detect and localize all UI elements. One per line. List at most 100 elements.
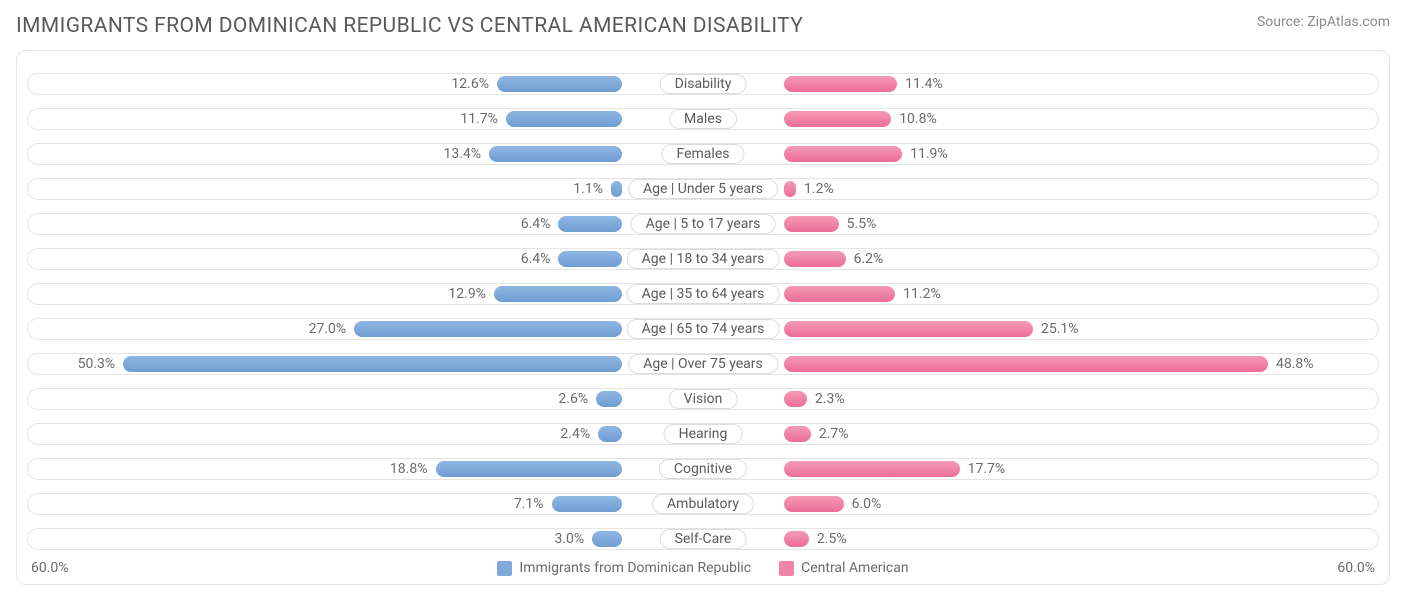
half-left: 18.8% <box>27 455 703 483</box>
half-right: 11.4% <box>703 70 1379 98</box>
bar-right <box>784 531 809 547</box>
half-right: 10.8% <box>703 105 1379 133</box>
legend-label-left: Immigrants from Dominican Republic <box>519 560 751 576</box>
value-label-right: 2.3% <box>815 391 845 407</box>
axis-max-left: 60.0% <box>31 560 69 576</box>
value-label-left: 11.7% <box>460 111 498 127</box>
half-right: 2.7% <box>703 420 1379 448</box>
half-right: 6.0% <box>703 490 1379 518</box>
half-right: 6.2% <box>703 245 1379 273</box>
value-label-left: 3.0% <box>554 531 584 547</box>
value-label-right: 11.2% <box>903 286 941 302</box>
bar-right <box>784 76 897 92</box>
value-label-right: 17.7% <box>968 461 1006 477</box>
half-right: 17.7% <box>703 455 1379 483</box>
value-label-right: 5.5% <box>847 216 877 232</box>
category-label: Cognitive <box>659 459 747 479</box>
bar-right <box>784 496 843 512</box>
half-left: 50.3% <box>27 350 703 378</box>
category-label: Females <box>662 144 745 164</box>
half-right: 2.3% <box>703 385 1379 413</box>
value-label-right: 6.2% <box>854 251 884 267</box>
chart-box: 12.6%11.4%Disability11.7%10.8%Males13.4%… <box>16 50 1390 585</box>
bar-right <box>784 391 807 407</box>
bar-right <box>784 111 891 127</box>
half-right: 11.2% <box>703 280 1379 308</box>
bar-left <box>611 181 622 197</box>
chart-row: 13.4% 11.9% Females <box>27 140 1379 168</box>
value-label-left: 18.8% <box>390 461 428 477</box>
category-label: Age | Under 5 years <box>628 179 778 199</box>
legend-label-right: Central American <box>801 560 908 576</box>
value-label-left: 6.4% <box>521 216 551 232</box>
half-left: 27.0% <box>27 315 703 343</box>
chart-row: 27.0% 25.1% Age | 65 to 74 years <box>27 315 1379 343</box>
value-label-right: 6.0% <box>852 496 882 512</box>
half-left: 6.4% <box>27 210 703 238</box>
half-right: 25.1% <box>703 315 1379 343</box>
value-label-right: 1.2% <box>804 181 834 197</box>
chart-row: 2.6% 2.3% Vision <box>27 385 1379 413</box>
half-left: 11.7% <box>27 105 703 133</box>
bar-left <box>497 76 622 92</box>
value-label-left: 27.0% <box>309 321 347 337</box>
bar-right <box>784 321 1033 337</box>
value-label-left: 2.6% <box>558 391 588 407</box>
value-label-left: 50.3% <box>78 356 116 372</box>
bar-right <box>784 181 796 197</box>
chart-row: 6.4%6.2%Age | 18 to 34 years <box>27 245 1379 273</box>
bar-left <box>596 391 622 407</box>
value-label-right: 48.8% <box>1276 356 1314 372</box>
half-right: 1.2% <box>703 175 1379 203</box>
category-label: Age | 35 to 64 years <box>627 284 780 304</box>
category-label: Age | 65 to 74 years <box>627 319 780 339</box>
bar-left <box>598 426 622 442</box>
value-label-right: 2.7% <box>819 426 849 442</box>
chart-row: 3.0%2.5%Self-Care <box>27 525 1379 553</box>
category-label: Vision <box>669 389 738 409</box>
bar-left <box>123 356 622 372</box>
bar-left <box>558 216 621 232</box>
value-label-left: 2.4% <box>560 426 590 442</box>
bar-right <box>784 426 811 442</box>
half-left: 13.4% <box>27 140 703 168</box>
chart-title: IMMIGRANTS FROM DOMINICAN REPUBLIC VS CE… <box>16 14 803 38</box>
bar-right <box>784 461 959 477</box>
bar-left <box>558 251 621 267</box>
category-label: Hearing <box>664 424 743 444</box>
chart-source: Source: ZipAtlas.com <box>1257 14 1390 30</box>
swatch-left <box>497 561 512 576</box>
chart-footer: 60.0% Immigrants from Dominican Republic… <box>27 560 1379 576</box>
chart-row: 7.1% 6.0% Ambulatory <box>27 490 1379 518</box>
bar-left <box>506 111 622 127</box>
category-label: Ambulatory <box>652 494 754 514</box>
bar-right <box>784 146 902 162</box>
value-label-left: 12.6% <box>451 76 489 92</box>
legend-item-right: Central American <box>779 560 908 576</box>
header: IMMIGRANTS FROM DOMINICAN REPUBLIC VS CE… <box>16 14 1390 38</box>
chart-row: 18.8% 17.7% Cognitive <box>27 455 1379 483</box>
bar-left <box>354 321 622 337</box>
value-label-left: 6.4% <box>521 251 551 267</box>
half-left: 2.4% <box>27 420 703 448</box>
chart-row: 11.7% 10.8%Males <box>27 105 1379 133</box>
half-right: 11.9% <box>703 140 1379 168</box>
bar-right <box>784 356 1268 372</box>
chart-row: 6.4%5.5%Age | 5 to 17 years <box>27 210 1379 238</box>
value-label-left: 7.1% <box>514 496 544 512</box>
chart-row: 2.4% 2.7% Hearing <box>27 420 1379 448</box>
chart-row: 50.3%48.8%Age | Over 75 years <box>27 350 1379 378</box>
half-left: 12.6% <box>27 70 703 98</box>
half-left: 3.0% <box>27 525 703 553</box>
category-label: Males <box>669 109 737 129</box>
value-label-right: 11.9% <box>910 146 948 162</box>
chart-row: 12.6%11.4%Disability <box>27 70 1379 98</box>
half-left: 12.9% <box>27 280 703 308</box>
legend-item-left: Immigrants from Dominican Republic <box>497 560 751 576</box>
bar-right <box>784 286 895 302</box>
axis-max-right: 60.0% <box>1337 560 1375 576</box>
value-label-right: 25.1% <box>1041 321 1079 337</box>
value-label-left: 12.9% <box>448 286 486 302</box>
bar-left <box>494 286 622 302</box>
bar-left <box>592 531 622 547</box>
